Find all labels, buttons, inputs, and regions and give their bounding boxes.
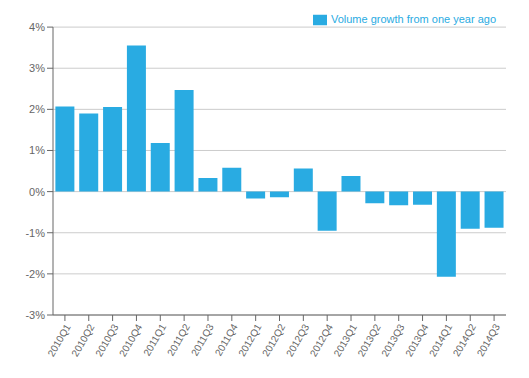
svg-text:2011Q1: 2011Q1	[141, 322, 169, 358]
svg-text:2012Q2: 2012Q2	[260, 322, 288, 359]
svg-text:2011Q3: 2011Q3	[188, 322, 216, 358]
svg-text:2013Q2: 2013Q2	[355, 322, 383, 359]
svg-text:-3%: -3%	[25, 309, 45, 321]
svg-text:-2%: -2%	[25, 268, 45, 280]
svg-text:2010Q3: 2010Q3	[93, 322, 121, 359]
svg-text:2011Q2: 2011Q2	[165, 322, 192, 358]
svg-text:2013Q3: 2013Q3	[379, 322, 407, 359]
svg-text:2013Q1: 2013Q1	[331, 322, 359, 359]
svg-text:-1%: -1%	[25, 227, 45, 239]
html-text:Volume growth from one year ag: Volume growth from one year ago	[330, 13, 496, 25]
svg-text:2013Q4: 2013Q4	[403, 322, 431, 359]
svg-text:0%: 0%	[29, 186, 45, 198]
svg-text:2012Q4: 2012Q4	[307, 322, 336, 359]
svg-text:2010Q4: 2010Q4	[117, 322, 145, 359]
svg-text:2012Q1: 2012Q1	[236, 322, 264, 359]
svg-text:2011Q4: 2011Q4	[212, 322, 240, 358]
svg-text:3%: 3%	[29, 62, 45, 74]
svg-text:2014Q2: 2014Q2	[450, 322, 479, 359]
svg-text:2014Q1: 2014Q1	[427, 322, 455, 359]
svg-text:2010Q2: 2010Q2	[69, 322, 97, 359]
svg-text:2%: 2%	[29, 103, 45, 115]
svg-text:1%: 1%	[29, 144, 45, 156]
svg-text:4%: 4%	[29, 21, 45, 33]
svg-text:2012Q3: 2012Q3	[283, 322, 312, 359]
svg-text:2014Q3: 2014Q3	[475, 322, 503, 359]
svg-text:2010Q1: 2010Q1	[45, 322, 73, 359]
